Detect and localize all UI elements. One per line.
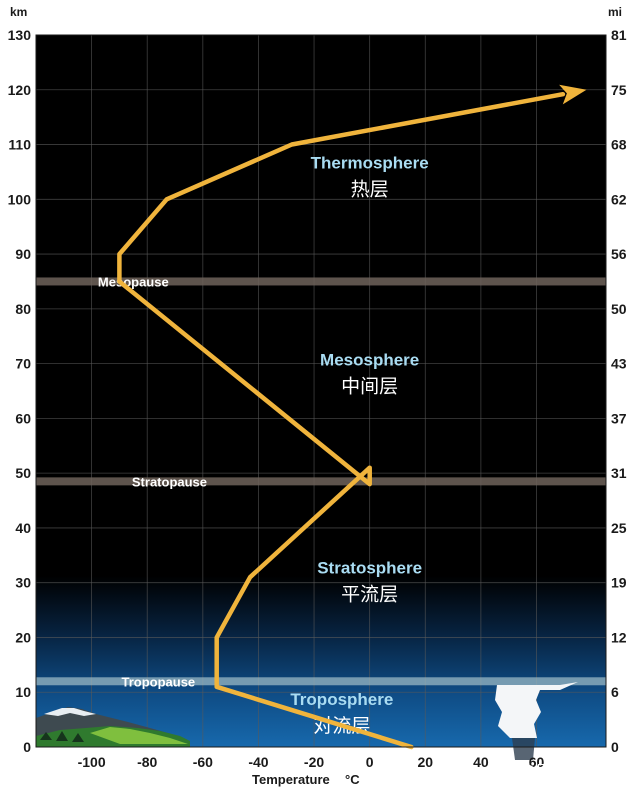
y-left-tick-label: 130	[8, 27, 32, 43]
y-right-tick-label: 12	[611, 629, 627, 645]
y-left-tick-label: 50	[15, 465, 31, 481]
grid-lines	[36, 35, 606, 747]
y-right-tick-label: 50	[611, 301, 627, 317]
x-tick-label: -100	[78, 754, 106, 770]
y-right-tick-label: 81	[611, 27, 627, 43]
x-tick-label: 60	[529, 754, 545, 770]
y-left-tick-label: 90	[15, 246, 31, 262]
x-tick-label: -60	[193, 754, 213, 770]
x-axis-unit: °C	[345, 772, 360, 787]
pause-bands: Mesopause Stratopause Tropopause	[36, 274, 606, 689]
layer-name-chinese: 平流层	[341, 584, 398, 606]
layer-labels: Thermosphere 热层 Mesosphere 中间层 Stratosphere 平…	[290, 153, 428, 737]
plot-background	[36, 35, 606, 747]
y-left-tick-label: 20	[15, 629, 31, 645]
y-right-tick-label: 43	[611, 356, 627, 372]
temperature-line-arrowhead	[559, 84, 587, 105]
x-tick-label: -80	[137, 754, 157, 770]
y-left-tick-label: 0	[23, 739, 31, 755]
pause-band	[36, 277, 606, 286]
y-right-tick-label: 6	[611, 684, 619, 700]
x-tick-label: 20	[417, 754, 433, 770]
y-right-tick-label: 25	[611, 520, 627, 536]
x-axis-label: Temperature	[252, 772, 330, 787]
y-left-tick-label: 120	[8, 82, 32, 98]
watermark: 头条 @周志宏glee	[486, 762, 613, 780]
y-right-tick-label: 68	[611, 137, 627, 153]
mountain-scenery	[36, 707, 190, 747]
pause-band	[36, 477, 606, 486]
layer-name-chinese: 中间层	[341, 376, 398, 398]
y-right-tick-label: 37	[611, 410, 627, 426]
cloud-scenery	[495, 682, 578, 760]
y-left-tick-label: 30	[15, 575, 31, 591]
y-right-tick-label: 19	[611, 575, 627, 591]
y-left-tick-label: 70	[15, 356, 31, 372]
pause-label: Mesopause	[98, 274, 169, 289]
y-left-tick-label: 110	[8, 137, 31, 153]
y-left-tick-label: 80	[15, 301, 31, 317]
layer-name: Mesosphere	[320, 351, 419, 370]
layer-name-chinese: 热层	[351, 178, 389, 200]
y-left-tick-label: 60	[15, 410, 31, 426]
y-left-tick-label: 40	[15, 520, 31, 536]
left-unit-label: km	[10, 5, 27, 19]
y-right-tick-label: 75	[611, 82, 627, 98]
plot-frame	[35, 34, 607, 748]
x-tick-label: 40	[473, 754, 489, 770]
y-right-tick-label: 31	[611, 465, 627, 481]
layer-name: Stratosphere	[317, 559, 422, 578]
pause-band	[36, 677, 606, 686]
x-tick-label: -20	[304, 754, 324, 770]
y-right-tick-label: 0	[611, 739, 619, 755]
pause-label: Tropopause	[121, 674, 195, 689]
layer-name: Troposphere	[290, 690, 393, 709]
y-right-tick-label: 62	[611, 191, 627, 207]
y-right-tick-label: 56	[611, 246, 627, 262]
right-unit-label: mi	[608, 5, 622, 19]
y-left-tick-label: 100	[8, 191, 32, 207]
temperature-profile-line	[117, 91, 566, 750]
layer-name: Thermosphere	[311, 153, 429, 172]
x-tick-label: -40	[248, 754, 268, 770]
pause-label: Stratopause	[132, 474, 207, 489]
y-left-tick-label: 10	[15, 684, 31, 700]
x-tick-label: 0	[366, 754, 374, 770]
